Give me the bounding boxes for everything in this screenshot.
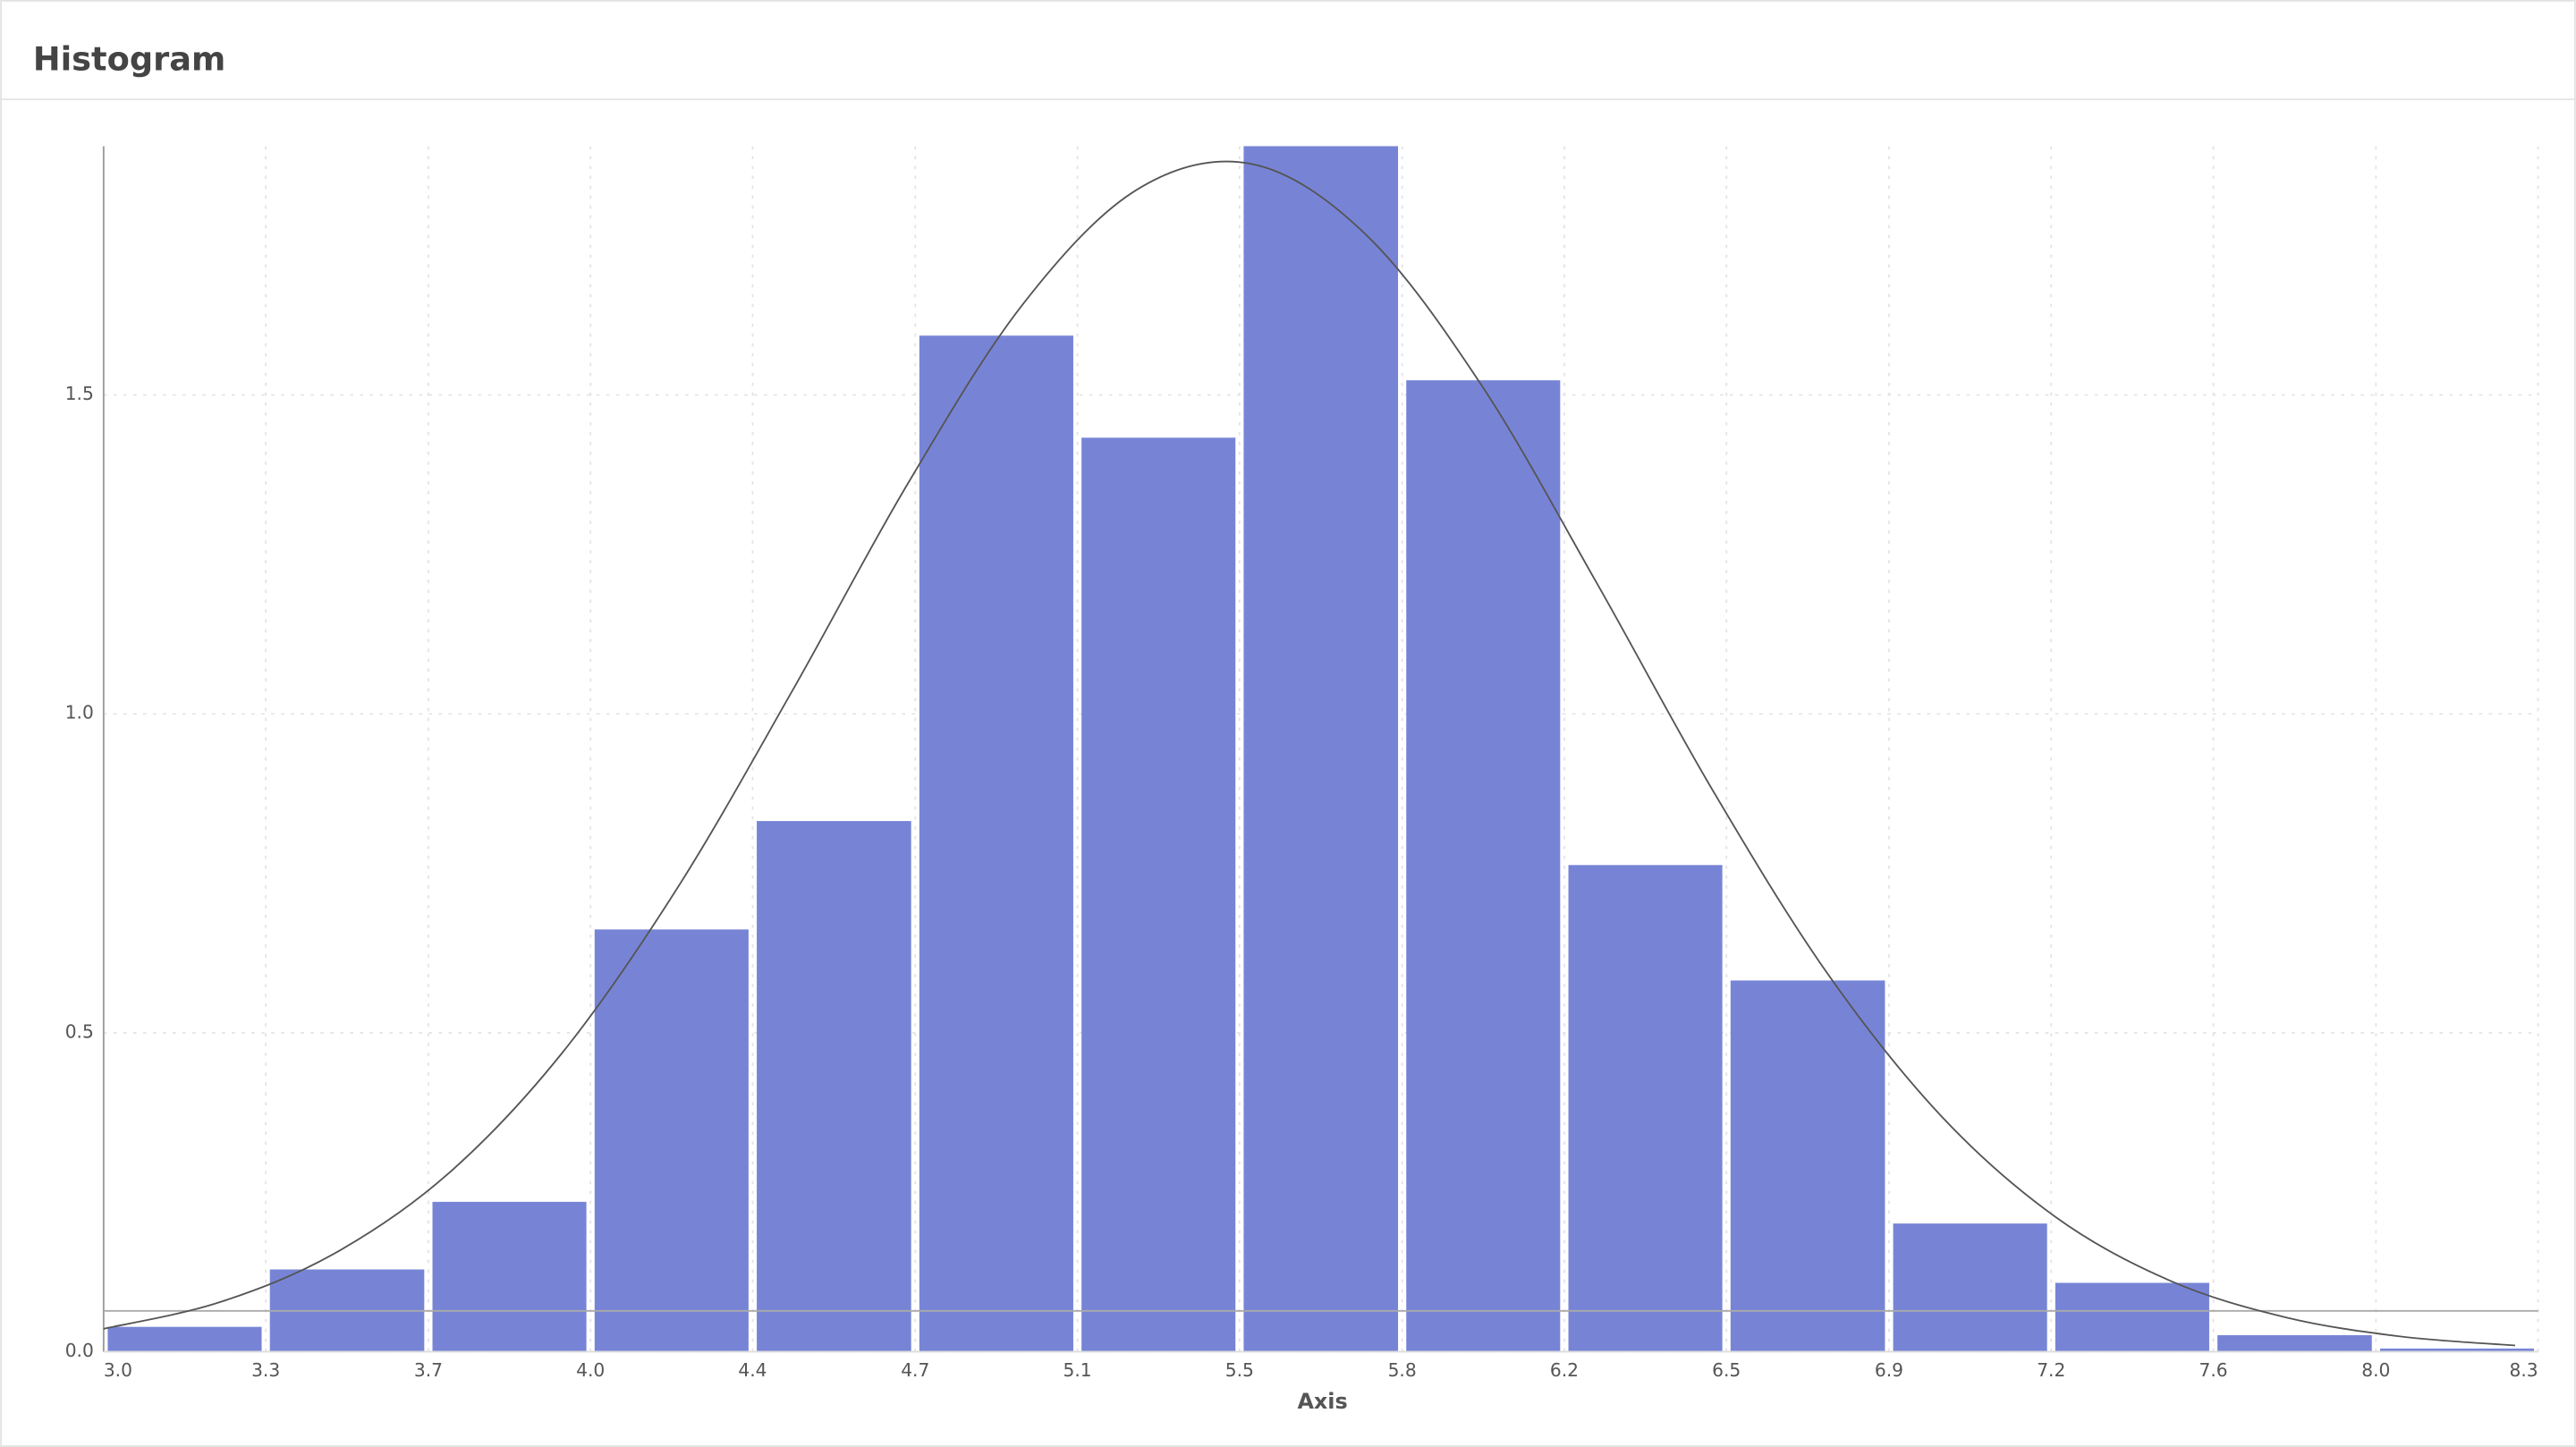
bar <box>1730 980 1885 1352</box>
x-tick-label: 4.4 <box>738 1359 767 1381</box>
density-curve <box>103 160 2516 1347</box>
y-tick-label: 0.0 <box>65 1340 94 1361</box>
x-tick-label: 8.0 <box>2361 1359 2390 1381</box>
x-tick-label: 3.7 <box>414 1359 443 1381</box>
x-tick-label: 5.5 <box>1225 1359 1254 1381</box>
bar <box>919 335 1073 1352</box>
bar <box>1568 865 1723 1352</box>
x-tick-label: 8.3 <box>2510 1359 2538 1381</box>
x-tick-label: 5.8 <box>1388 1359 1417 1381</box>
x-axis-title: Axis <box>1297 1389 1347 1414</box>
bar <box>2055 1282 2209 1352</box>
x-tick-label: 6.2 <box>1550 1359 1579 1381</box>
x-tick-label: 4.7 <box>901 1359 929 1381</box>
bar <box>2217 1334 2372 1352</box>
x-tick-label: 6.9 <box>1875 1359 1903 1381</box>
x-tick-label: 3.3 <box>251 1359 280 1381</box>
bar <box>107 1326 262 1352</box>
chart-title: Histogram <box>33 39 225 78</box>
bar <box>2379 1348 2535 1352</box>
y-tick-label: 1.0 <box>65 702 94 724</box>
x-tick-label: 7.6 <box>2199 1359 2227 1381</box>
x-tick-label: 6.5 <box>1712 1359 1741 1381</box>
y-tick-label: 1.5 <box>65 383 94 404</box>
x-tick-label: 5.1 <box>1063 1359 1091 1381</box>
bar <box>757 821 911 1352</box>
bar <box>1406 380 1561 1352</box>
bar <box>432 1201 587 1352</box>
x-tick-label: 3.0 <box>104 1359 132 1381</box>
bar <box>1243 146 1399 1352</box>
x-tick-label: 4.0 <box>576 1359 605 1381</box>
y-tick-label: 0.5 <box>65 1020 94 1042</box>
bar <box>1081 437 1236 1352</box>
bar <box>594 929 749 1352</box>
bar <box>1893 1223 2047 1352</box>
x-tick-label: 7.2 <box>2037 1359 2065 1381</box>
